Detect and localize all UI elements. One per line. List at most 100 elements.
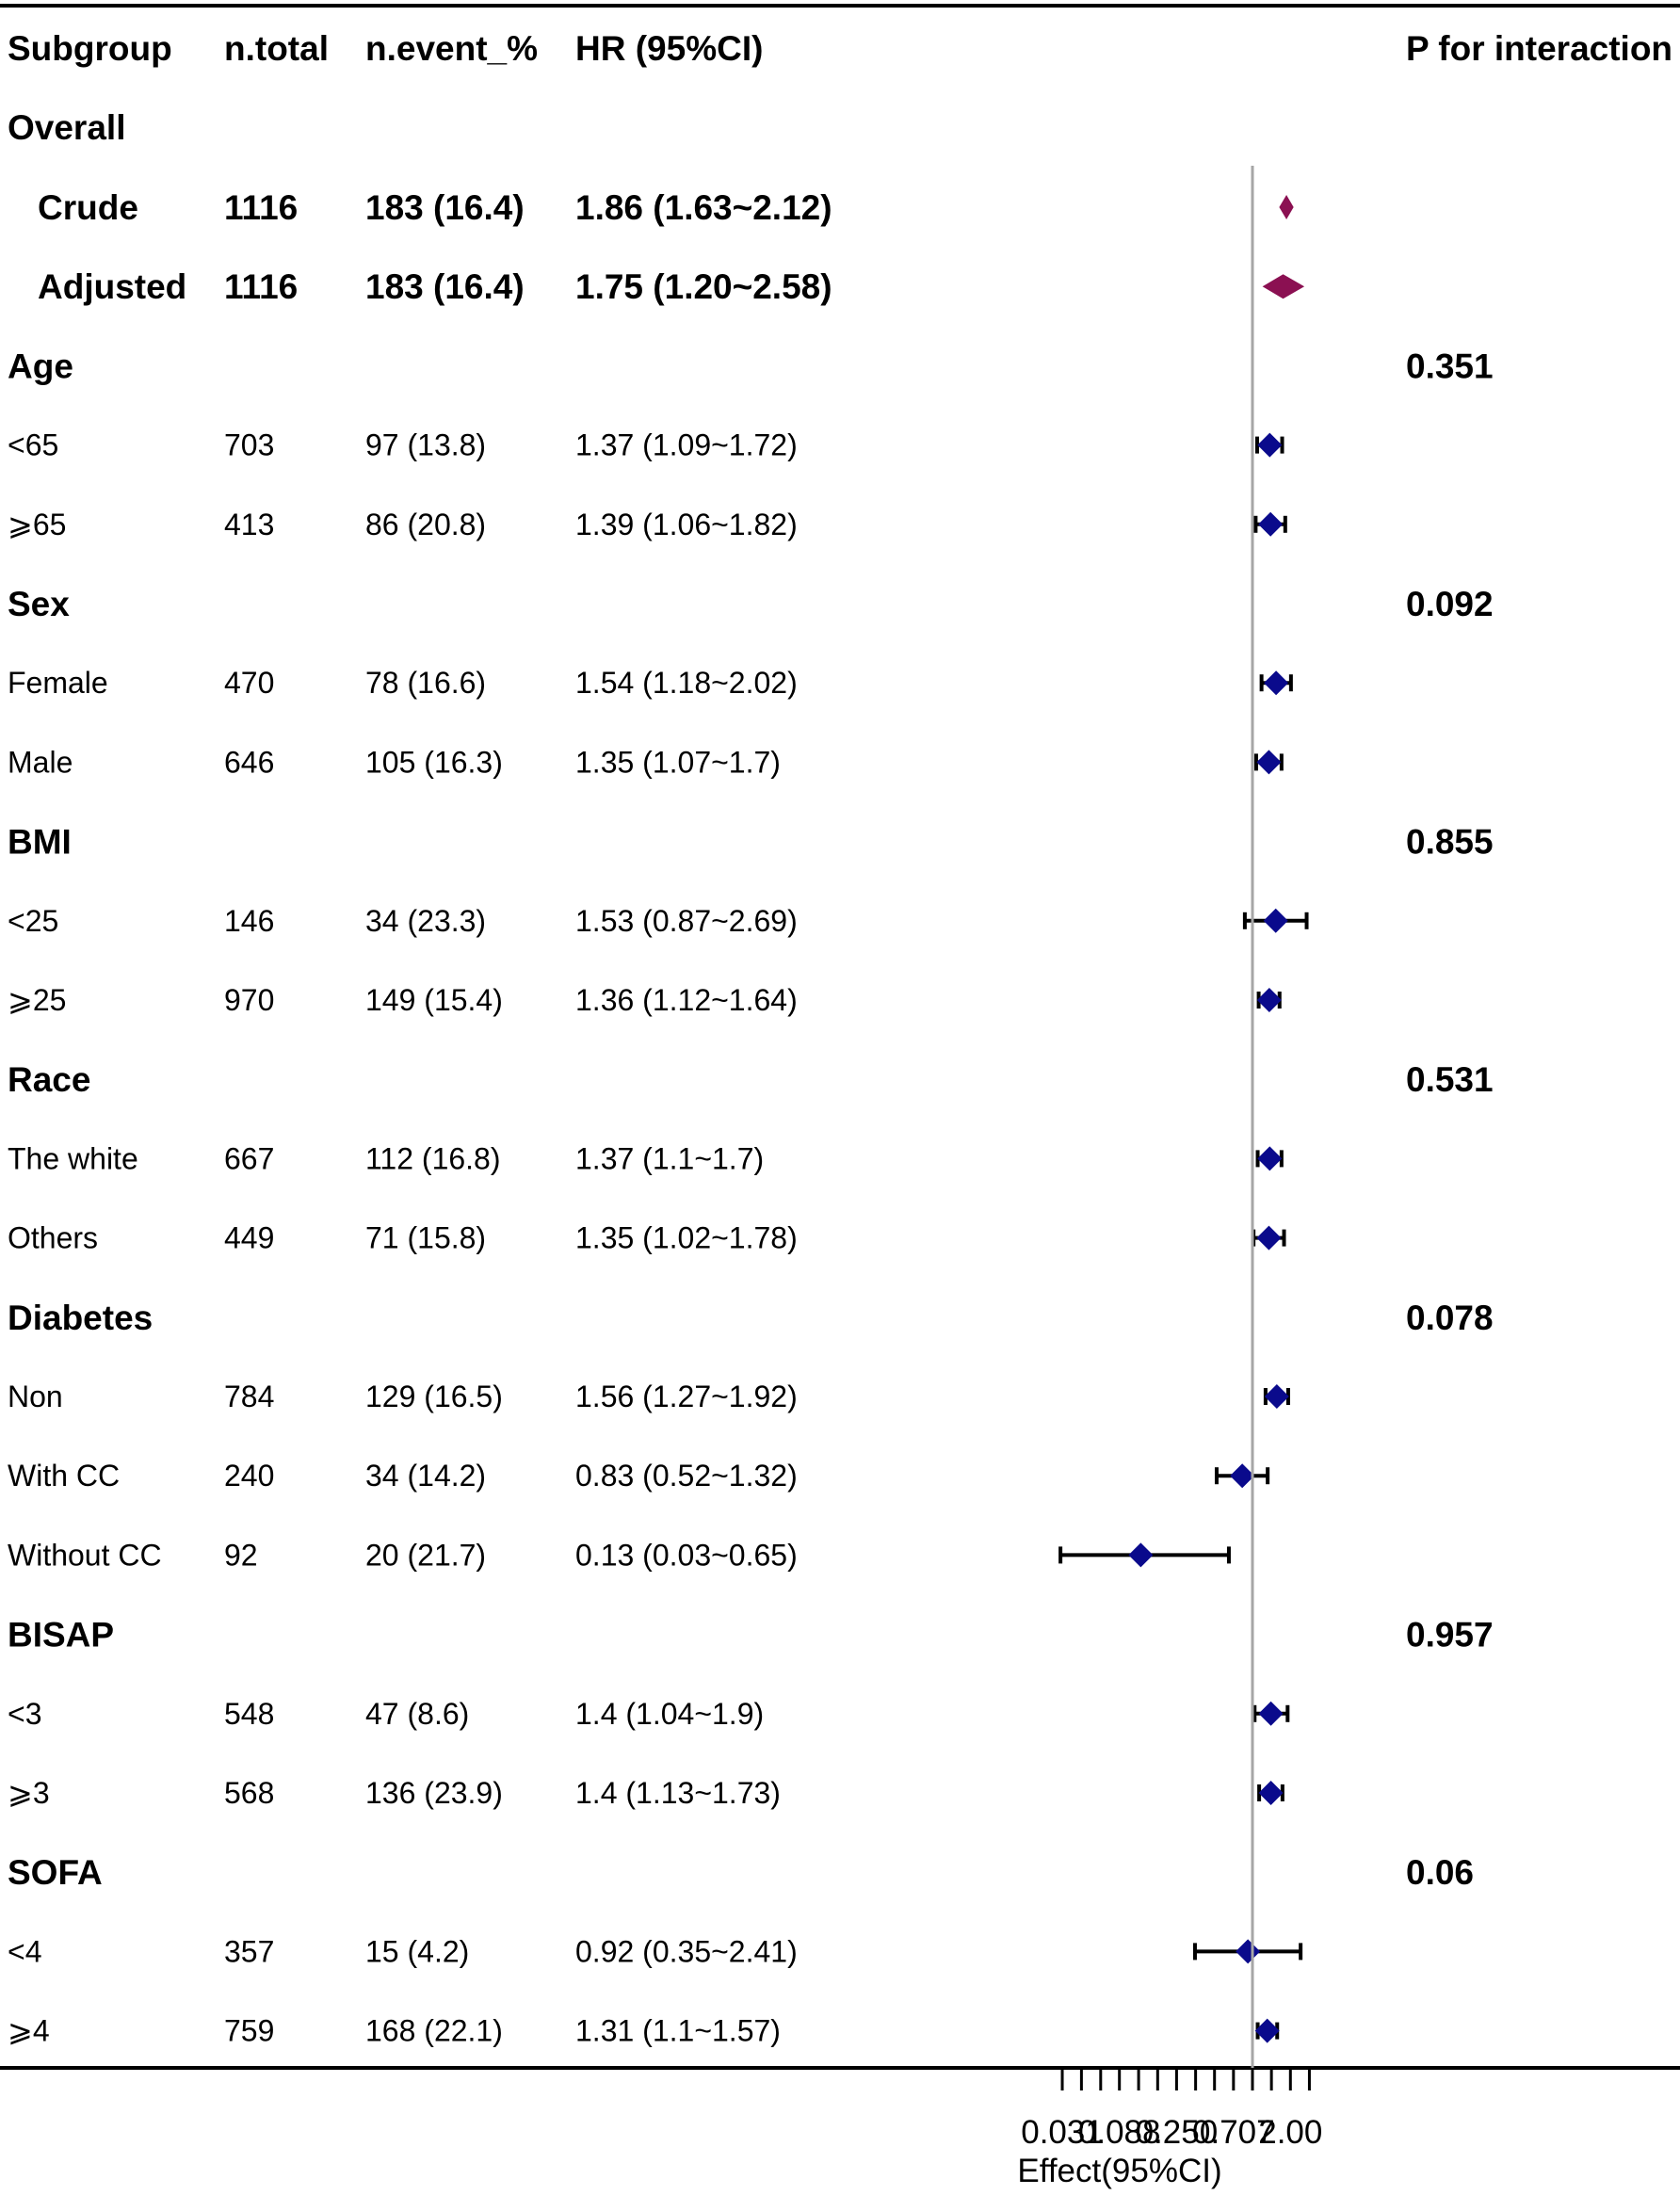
row-n-event: 136 (23.9) <box>365 1776 503 1810</box>
row-n-event: 183 (16.4) <box>365 188 525 227</box>
group-p-value: 0.078 <box>1406 1299 1494 1337</box>
header-p-interaction: P for interaction <box>1406 29 1672 68</box>
row-hr-text: 1.35 (1.02~1.78) <box>575 1221 798 1255</box>
row-label: Crude <box>38 188 138 227</box>
point-estimate <box>1128 1542 1154 1568</box>
row-label: The white <box>8 1141 138 1175</box>
x-axis-label: Effect(95%CI) <box>1017 2153 1221 2189</box>
row-n-event: 183 (16.4) <box>365 267 525 306</box>
overall-diamond <box>1262 274 1305 299</box>
row-hr-text: 1.4 (1.04~1.9) <box>575 1697 764 1731</box>
row-n-total: 146 <box>224 904 274 938</box>
row-n-event: 149 (15.4) <box>365 983 503 1017</box>
row-n-total: 703 <box>224 428 274 462</box>
row-n-event: 20 (21.7) <box>365 1538 486 1572</box>
row-n-total: 92 <box>224 1538 258 1572</box>
row-label: Without CC <box>8 1538 162 1572</box>
row-hr-text: 1.31 (1.1~1.57) <box>575 2014 781 2048</box>
row-hr-text: 1.4 (1.13~1.73) <box>575 1776 781 1810</box>
row-hr-text: 1.54 (1.18~2.02) <box>575 666 798 700</box>
row-label: Adjusted <box>38 267 186 306</box>
point-estimate <box>1256 1225 1282 1251</box>
overall-diamond <box>1279 195 1294 219</box>
row-hr-text: 0.83 (0.52~1.32) <box>575 1459 798 1493</box>
row-hr-text: 1.37 (1.09~1.72) <box>575 428 798 462</box>
point-estimate <box>1257 1146 1283 1171</box>
row-n-total: 357 <box>224 1934 274 1968</box>
group-heading: SOFA <box>8 1853 103 1892</box>
row-n-total: 1116 <box>224 188 298 227</box>
row-label: <3 <box>8 1697 41 1731</box>
row-label: <25 <box>8 904 58 938</box>
header-n-event: n.event_% <box>365 29 538 68</box>
row-n-event: 168 (22.1) <box>365 2014 503 2048</box>
point-estimate <box>1256 750 1282 775</box>
row-n-total: 470 <box>224 666 274 700</box>
point-estimate <box>1258 1781 1284 1805</box>
point-estimate <box>1236 1939 1261 1964</box>
point-estimate <box>1264 670 1289 696</box>
row-label: Non <box>8 1380 63 1413</box>
row-n-total: 240 <box>224 1459 274 1493</box>
point-estimate <box>1264 1384 1289 1409</box>
row-n-total: 1116 <box>224 267 298 306</box>
row-n-event: 86 (20.8) <box>365 508 486 541</box>
header-hr: HR (95%CI) <box>575 29 763 68</box>
point-estimate <box>1263 908 1288 933</box>
x-tick-label: 0.088 <box>1078 2114 1161 2151</box>
group-heading: Sex <box>8 585 70 623</box>
row-label: ⩾65 <box>8 508 66 541</box>
x-tick-label: 0.707 <box>1192 2114 1275 2151</box>
row-label: ⩾4 <box>8 2014 50 2048</box>
header-n-total: n.total <box>224 29 329 68</box>
point-estimate <box>1258 511 1284 537</box>
row-label: ⩾25 <box>8 983 66 1017</box>
row-hr-text: 0.92 (0.35~2.41) <box>575 1934 798 1968</box>
point-estimate <box>1230 1463 1255 1489</box>
row-n-total: 970 <box>224 983 274 1017</box>
row-hr-text: 0.13 (0.03~0.65) <box>575 1538 798 1572</box>
group-p-value: 0.06 <box>1406 1853 1474 1892</box>
group-p-value: 0.957 <box>1406 1616 1494 1654</box>
row-n-event: 15 (4.2) <box>365 1934 469 1968</box>
row-hr-text: 1.86 (1.63~2.12) <box>575 188 832 227</box>
row-hr-text: 1.75 (1.20~2.58) <box>575 267 832 306</box>
group-p-value: 0.855 <box>1406 823 1494 862</box>
row-hr-text: 1.56 (1.27~1.92) <box>575 1380 798 1413</box>
row-label: With CC <box>8 1459 120 1493</box>
row-hr-text: 1.53 (0.87~2.69) <box>575 904 798 938</box>
row-hr-text: 1.39 (1.06~1.82) <box>575 508 798 541</box>
row-label: ⩾3 <box>8 1776 50 1810</box>
x-tick-label: 0.250 <box>1136 2114 1219 2151</box>
x-tick-label: 0.031 <box>1021 2114 1104 2151</box>
plot-rows: Crude 1116 183 (16.4) 1.86 (1.63~2.12) Adjus… <box>8 188 1494 2048</box>
row-n-total: 667 <box>224 1141 274 1175</box>
row-label: Male <box>8 745 73 779</box>
row-n-event: 78 (16.6) <box>365 666 486 700</box>
point-estimate <box>1258 1701 1284 1726</box>
row-n-event: 47 (8.6) <box>365 1697 469 1731</box>
row-n-event: 71 (15.8) <box>365 1221 486 1255</box>
plot-marks <box>1058 166 1309 2068</box>
point-estimate <box>1256 988 1282 1012</box>
row-n-total: 548 <box>224 1697 274 1731</box>
group-p-value: 0.351 <box>1406 347 1494 385</box>
group-heading: BISAP <box>8 1616 114 1654</box>
row-label: Female <box>8 666 108 700</box>
row-label: <4 <box>8 1934 41 1968</box>
point-estimate <box>1254 2018 1280 2043</box>
row-n-event: 34 (23.3) <box>365 904 486 938</box>
row-n-total: 568 <box>224 1776 274 1810</box>
group-heading: Age <box>8 347 73 385</box>
row-n-total: 759 <box>224 2014 274 2048</box>
row-hr-text: 1.35 (1.07~1.7) <box>575 745 781 779</box>
header-subgroup: Subgroup <box>8 29 172 68</box>
row-label: Others <box>8 1221 98 1255</box>
row-n-event: 34 (14.2) <box>365 1459 486 1493</box>
row-n-event: 129 (16.5) <box>365 1380 503 1413</box>
group-heading: Race <box>8 1060 90 1099</box>
x-tick-label: 2.00 <box>1258 2114 1322 2151</box>
group-p-value: 0.092 <box>1406 585 1494 623</box>
row-n-total: 449 <box>224 1221 274 1255</box>
